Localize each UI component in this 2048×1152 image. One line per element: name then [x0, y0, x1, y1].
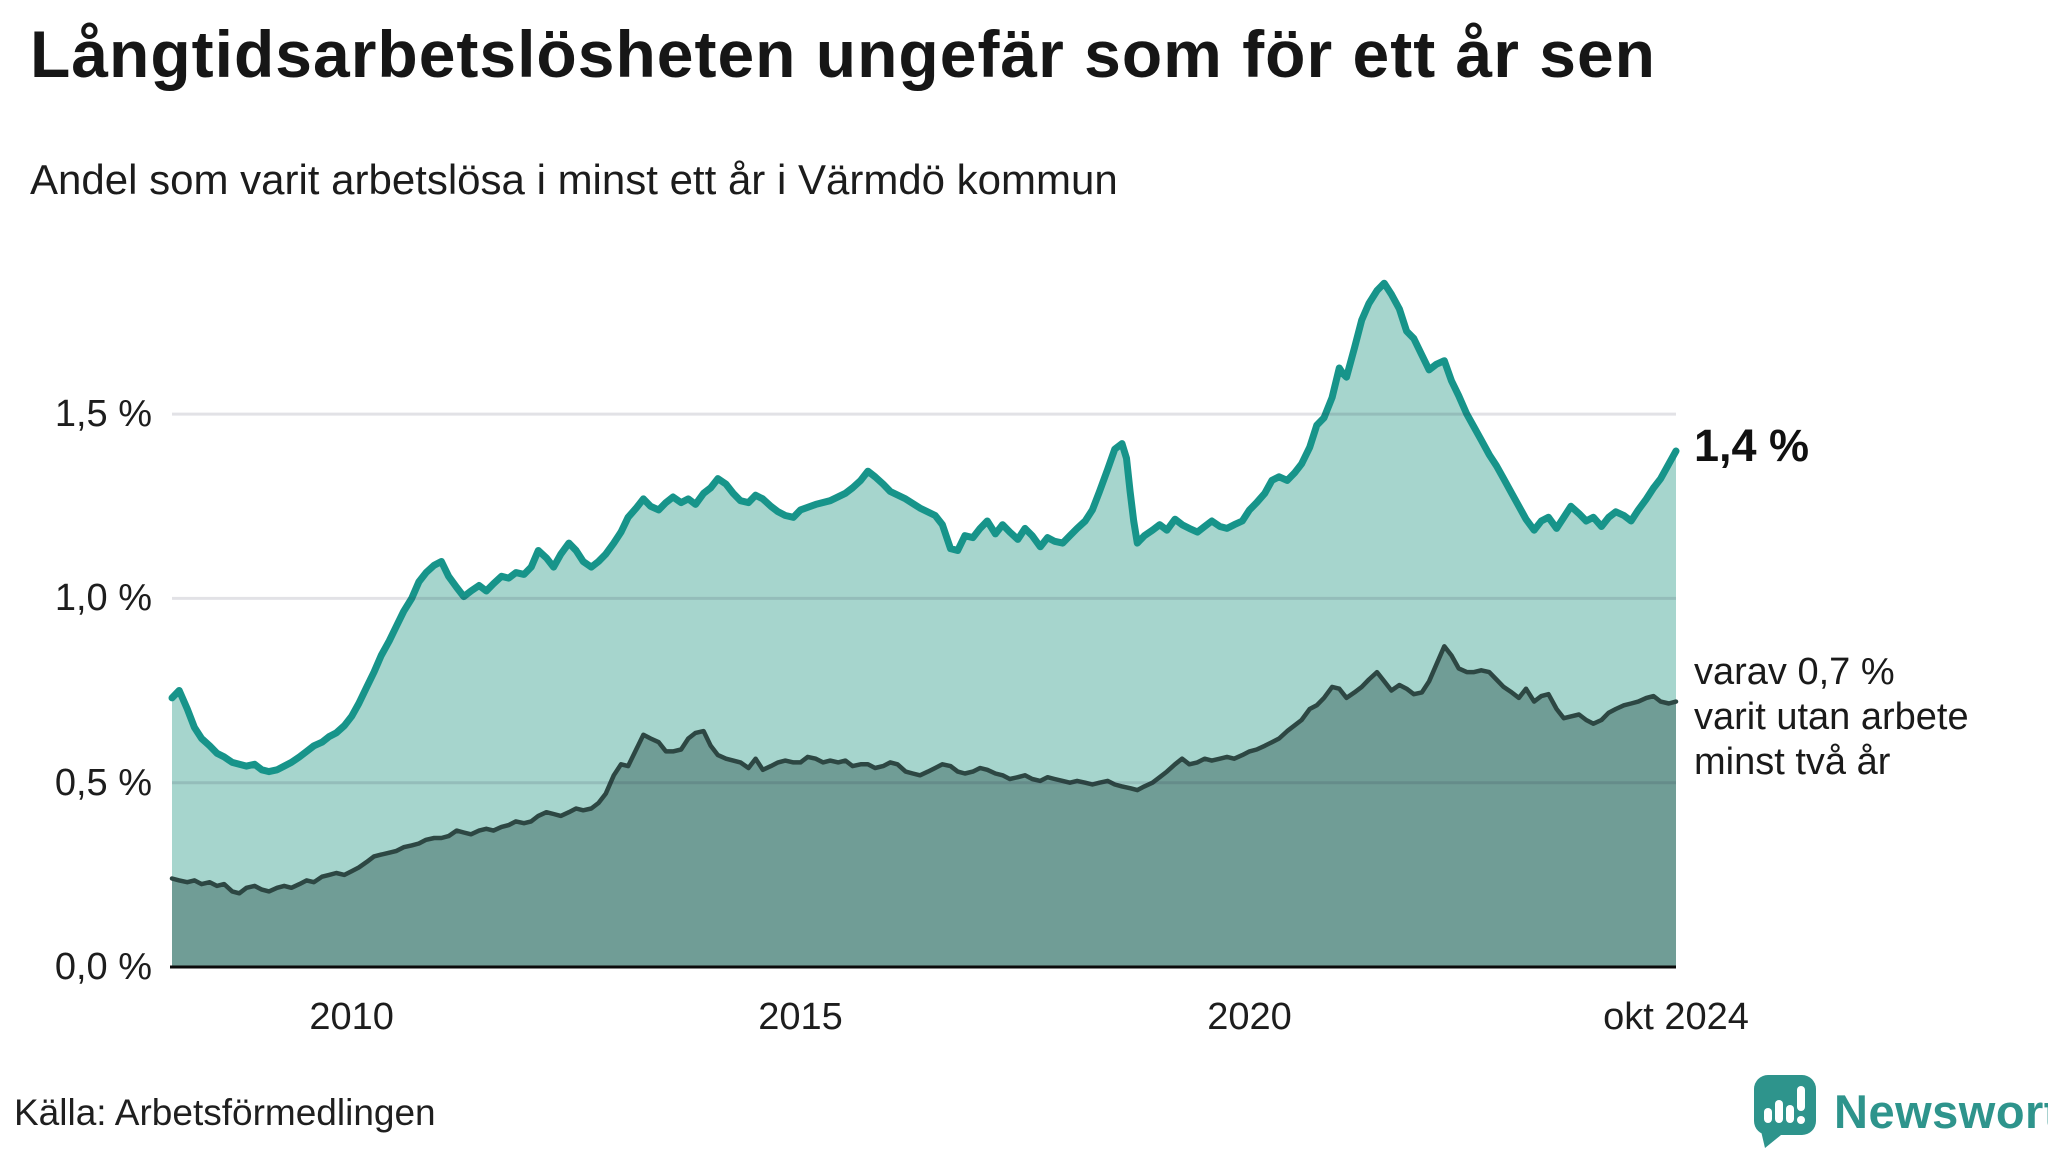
unemployed-two-years-area	[172, 646, 1676, 967]
y-axis-tick-label: 0,5 %	[54, 761, 152, 804]
unemployed-two-years-line	[169, 644, 1679, 896]
x-axis-tick-label: 2010	[309, 996, 394, 1038]
brand-wordmark: Newsworthy	[1834, 1084, 2048, 1138]
y-axis-tick-label: 1,5 %	[54, 393, 152, 436]
newsworthy-brand: Newsworthy	[1752, 1073, 2048, 1149]
page-subtitle: Andel som varit arbetslösa i minst ett å…	[30, 156, 1118, 203]
page-title: Långtidsarbetslösheten ungefär som för e…	[30, 17, 1656, 91]
secondary-series-annotation: varav 0,7 % varit utan arbete minst två …	[1694, 650, 1969, 785]
x-axis-tick-label: okt 2024	[1603, 996, 1749, 1038]
source-credit: Källa: Arbetsförmedlingen	[14, 1092, 436, 1133]
y-axis-tick-label: 0,0 %	[54, 946, 152, 988]
unemployed-one-year-line	[168, 279, 1680, 776]
x-axis-tick-label: 2020	[1207, 996, 1292, 1038]
annotation-line-2: varit utan arbete	[1694, 696, 1969, 738]
annotation-line-1: varav 0,7 %	[1694, 651, 1895, 693]
newsworthy-speech-bubble-bar-chart-icon	[1752, 1073, 1818, 1149]
y-axis-tick-label: 1,0 %	[54, 577, 152, 620]
series-end-value-label: 1,4 %	[1694, 420, 1810, 471]
x-axis-tick-label: 2015	[758, 996, 843, 1038]
annotation-line-3: minst två år	[1694, 741, 1891, 783]
